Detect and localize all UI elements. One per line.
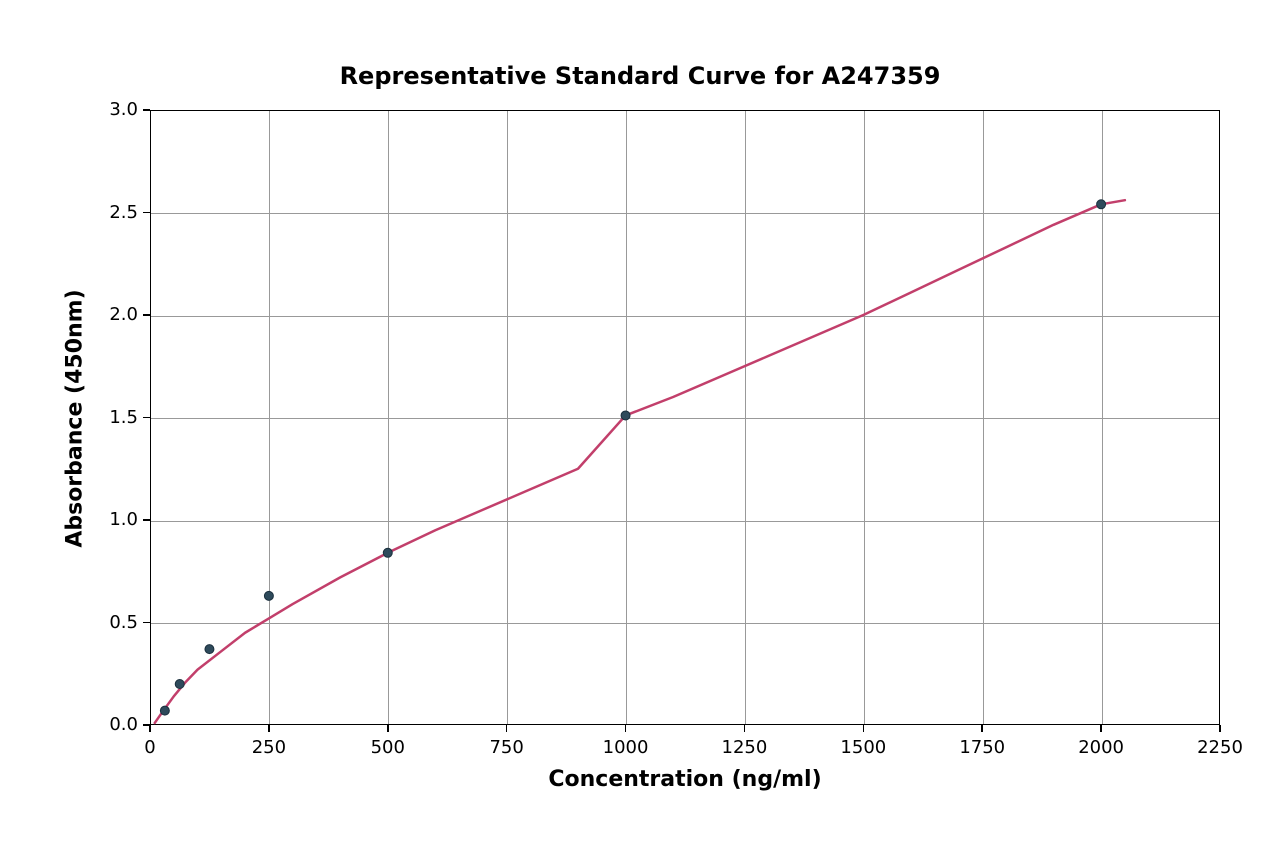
- x-tick: [981, 725, 983, 732]
- x-tick-label: 0: [120, 737, 180, 758]
- x-tick: [744, 725, 746, 732]
- x-tick: [625, 725, 627, 732]
- x-tick-label: 500: [358, 737, 418, 758]
- chart-title: Representative Standard Curve for A24735…: [0, 62, 1280, 90]
- x-tick-label: 2250: [1190, 737, 1250, 758]
- x-tick-label: 1500: [833, 737, 893, 758]
- x-axis-label: Concentration (ng/ml): [545, 767, 825, 792]
- x-tick-label: 1000: [596, 737, 656, 758]
- gridline-horizontal: [151, 213, 1219, 214]
- y-tick: [143, 724, 150, 726]
- y-axis-label: Absorbance (450nm): [63, 268, 88, 568]
- y-tick-label: 1.5: [109, 407, 138, 428]
- y-tick-label: 2.5: [109, 202, 138, 223]
- chart-container: Representative Standard Curve for A24735…: [0, 0, 1280, 845]
- x-tick-label: 2000: [1071, 737, 1131, 758]
- gridline-horizontal: [151, 316, 1219, 317]
- y-tick-label: 0.5: [109, 612, 138, 633]
- x-tick: [1219, 725, 1221, 732]
- x-tick-label: 1250: [714, 737, 774, 758]
- y-tick: [143, 519, 150, 521]
- y-tick-label: 1.0: [109, 509, 138, 530]
- x-tick-label: 250: [239, 737, 299, 758]
- y-tick-label: 3.0: [109, 99, 138, 120]
- y-tick: [143, 109, 150, 111]
- x-tick: [1100, 725, 1102, 732]
- x-tick-label: 750: [477, 737, 537, 758]
- x-tick: [506, 725, 508, 732]
- y-tick: [143, 417, 150, 419]
- y-tick: [143, 622, 150, 624]
- x-tick: [149, 725, 151, 732]
- y-tick: [143, 314, 150, 316]
- y-tick: [143, 212, 150, 214]
- plot-area: [150, 110, 1220, 725]
- y-tick-label: 0.0: [109, 714, 138, 735]
- y-tick-label: 2.0: [109, 304, 138, 325]
- x-tick: [387, 725, 389, 732]
- x-tick-label: 1750: [952, 737, 1012, 758]
- x-tick: [268, 725, 270, 732]
- gridline-horizontal: [151, 623, 1219, 624]
- gridline-horizontal: [151, 521, 1219, 522]
- x-tick: [863, 725, 865, 732]
- gridline-horizontal: [151, 418, 1219, 419]
